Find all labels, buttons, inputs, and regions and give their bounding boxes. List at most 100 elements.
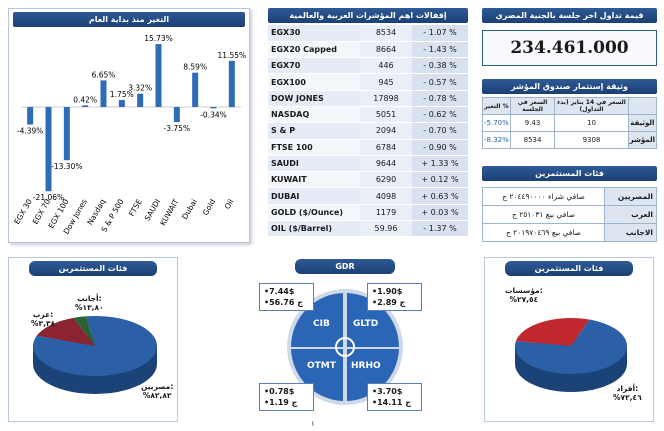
investor-label: المصريين <box>604 187 657 206</box>
investor-row: صافي بيع ٢٥١٠٣١ ج العرب <box>482 205 657 224</box>
index-change: - 0.57 % <box>412 73 468 91</box>
data-label: -0.34% <box>200 110 227 119</box>
index-name: SAUDI <box>268 155 360 173</box>
index-change: - 0.38 % <box>412 57 468 75</box>
category-label: FTSE <box>127 197 144 218</box>
fund-label: الوثيقة <box>627 114 658 132</box>
gdr-title: GDR <box>295 259 395 274</box>
index-value: 59.96 <box>360 220 412 238</box>
gdr-egp: •14.11 ج <box>372 398 411 407</box>
gdr-usd: •3.70$ <box>372 387 403 396</box>
data-label: 11.55% <box>218 51 247 60</box>
index-row: KUWAIT 6290 + 0.12 % <box>268 171 468 189</box>
turnover-value: 234.461.000 <box>482 30 657 66</box>
data-label: -13.30% <box>51 162 82 171</box>
index-name: DUBAI <box>268 187 360 205</box>
index-value: 6290 <box>360 171 412 189</box>
index-name: FTSE 100 <box>268 139 360 156</box>
index-value: 6784 <box>360 139 412 156</box>
gdr-panel: GDR CIB GLTD OTMT HRHO •7.44$ •56.76 ج •… <box>255 257 435 422</box>
index-change: - 0.90 % <box>412 139 468 156</box>
ytd-change-chart: التغير منذ بداية العام -4.39% EGX 30 -21.0… <box>8 8 250 243</box>
index-row: GOLD ($/Ounce) 1179 + 0.03 % <box>268 204 468 222</box>
index-change: + 0.12 % <box>412 171 468 189</box>
index-change: + 0.03 % <box>412 204 468 222</box>
fund-title: وثيقة إستثمار صندوق المؤشر <box>482 79 657 94</box>
gdr-seg-gltd <box>347 293 399 347</box>
gdr-seg-otmt <box>291 349 343 401</box>
fund-row: -8.32% 8534 9308 المؤشر <box>482 131 658 149</box>
gdr-usd: •1.90$ <box>372 287 403 296</box>
data-label: 6.65% <box>92 70 116 79</box>
gdr-seg-hrho <box>347 349 399 401</box>
index-row: SAUDI 9644 + 1.33 % <box>268 155 468 173</box>
investor-row: صافي شراء ٢٠٤٤٩٠٠٠٠ ج المصريين <box>482 187 657 206</box>
fund-table: التغير % السعر في الجلسة السعر في 14 ينا… <box>482 97 658 149</box>
pie-slice <box>515 318 590 346</box>
pie-left-label: أجانب: %١٣,٨٠ <box>75 294 104 312</box>
pie-label-pct: %٨٢,٨٢ <box>142 391 172 400</box>
index-value: 8664 <box>360 41 412 59</box>
index-value: 17898 <box>360 90 412 107</box>
bar <box>173 107 180 122</box>
index-name: DOW JONES <box>268 90 360 107</box>
pie-right-title: فئات المستثمرين <box>505 261 633 276</box>
index-change: - 0.70 % <box>412 122 468 140</box>
index-change: - 1.37 % <box>412 220 468 238</box>
investors-table: صافي شراء ٢٠٤٤٩٠٠٠٠ ج المصريين صافي بيع … <box>482 187 657 242</box>
investor-value: صافي بيع ٢٥١٠٣١ ج <box>482 205 605 224</box>
gdr-egp: •2.89 ج <box>372 298 406 307</box>
gdr-seg-label: GLTD <box>353 319 379 329</box>
index-change: + 0.63 % <box>412 187 468 205</box>
pie-label-name: أفراد: <box>616 384 639 393</box>
fund-header-start: السعر في 14 يناير (بدء التداول) <box>554 97 629 115</box>
pie-label-pct: %٧٢,٤٦ <box>613 393 642 402</box>
bar <box>100 80 107 107</box>
index-change: - 0.62 % <box>412 106 468 124</box>
category-label: Dubai <box>180 198 199 222</box>
pie-right-label: مؤسسات: %٢٧,٥٤ <box>505 286 543 304</box>
category-label: SAUDI <box>143 198 163 223</box>
pie-left-title: فئات المستثمرين <box>29 261 157 276</box>
gdr-egp: •56.76 ج <box>264 298 303 307</box>
pie-label-pct: %٢٧,٥٤ <box>509 295 539 304</box>
chart-title: التغير منذ بداية العام <box>13 12 245 27</box>
index-value: 4098 <box>360 187 412 205</box>
index-row: EGX70 446- 0.38 % <box>268 57 468 75</box>
index-name: GOLD ($/Ounce) <box>268 204 360 222</box>
pie-left-label: مصريين: %٨٢,٨٢ <box>141 382 173 400</box>
investor-value: صافي شراء ٢٠٤٤٩٠٠٠٠ ج <box>482 187 605 206</box>
index-row: DUBAI 4098 + 0.63 % <box>268 187 468 205</box>
indices-title: إقفالات اهم المؤشرات العربية والعالمية <box>268 8 468 23</box>
investor-label: العرب <box>604 205 657 224</box>
bar-chart-svg: -4.39%EGX 30-21.06%EGX 70-13.30%EGX 1000… <box>12 34 247 236</box>
gdr-box-gltd: •1.90$ •2.89 ج <box>367 283 422 311</box>
gdr-box-cib: •7.44$ •56.76 ج <box>259 283 314 311</box>
investor-label: الاجانب <box>604 223 657 242</box>
pie-slice <box>515 319 627 374</box>
index-name: KUWAIT <box>268 171 360 189</box>
investor-row: صافي بيع ٢٠١٩٧٠٤٦٩ ج الاجانب <box>482 223 657 242</box>
data-label: 15.73% <box>144 34 173 43</box>
pie-slice <box>33 316 158 376</box>
bar <box>63 107 70 161</box>
pie-label-pct: %٣,٣٨ <box>31 319 56 328</box>
pie-label-name: أجانب: <box>77 294 102 303</box>
index-row: EGX100 945- 0.57 % <box>268 73 468 91</box>
bar <box>137 93 144 107</box>
fund-start: 9308 <box>554 131 629 149</box>
data-label: 3.32% <box>128 84 152 93</box>
indices-table: EGX30 8534- 1.07 % EGX20 Capped 8664- 1.43 … <box>268 25 468 238</box>
pie-left-svg <box>33 316 158 394</box>
index-row: S & P 2094- 0.70 % <box>268 122 468 140</box>
index-row: DOW JONES 17898- 0.78 % <box>268 90 468 107</box>
fund-session: 9.43 <box>509 114 556 132</box>
gdr-box-otmt: •0.78$ •1.19 ج <box>259 383 314 411</box>
index-name: S & P <box>268 122 360 140</box>
data-label: 1.75% <box>110 90 134 99</box>
index-row: FTSE 100 6784- 0.90 % <box>268 139 468 156</box>
pie-right-label: أفراد: %٧٢,٤٦ <box>613 384 642 402</box>
pie-label-name: مؤسسات: <box>505 286 543 295</box>
index-row: EGX20 Capped 8664- 1.43 % <box>268 41 468 59</box>
bar <box>27 107 34 125</box>
